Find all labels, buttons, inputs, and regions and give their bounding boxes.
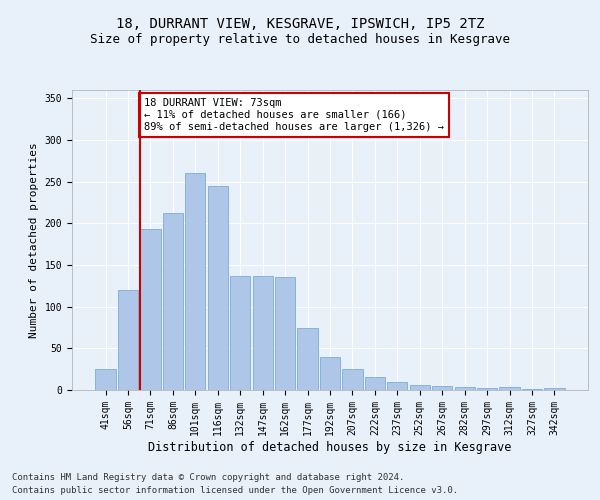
- Bar: [95, 369, 116, 390]
- Bar: [410, 385, 430, 390]
- Bar: [140, 229, 161, 390]
- Text: Contains public sector information licensed under the Open Government Licence v3: Contains public sector information licen…: [12, 486, 458, 495]
- Bar: [230, 276, 250, 390]
- Bar: [253, 276, 273, 390]
- Text: 18 DURRANT VIEW: 73sqm
← 11% of detached houses are smaller (166)
89% of semi-de: 18 DURRANT VIEW: 73sqm ← 11% of detached…: [144, 98, 444, 132]
- Bar: [185, 174, 205, 390]
- Bar: [477, 388, 497, 390]
- Bar: [275, 276, 295, 390]
- Bar: [499, 386, 520, 390]
- Bar: [522, 389, 542, 390]
- Text: Contains HM Land Registry data © Crown copyright and database right 2024.: Contains HM Land Registry data © Crown c…: [12, 474, 404, 482]
- Bar: [320, 356, 340, 390]
- Bar: [365, 376, 385, 390]
- Bar: [118, 290, 138, 390]
- Y-axis label: Number of detached properties: Number of detached properties: [29, 142, 39, 338]
- Bar: [544, 388, 565, 390]
- Text: 18, DURRANT VIEW, KESGRAVE, IPSWICH, IP5 2TZ: 18, DURRANT VIEW, KESGRAVE, IPSWICH, IP5…: [116, 18, 484, 32]
- Bar: [343, 369, 362, 390]
- Bar: [298, 328, 317, 390]
- Bar: [455, 386, 475, 390]
- Text: Size of property relative to detached houses in Kesgrave: Size of property relative to detached ho…: [90, 32, 510, 46]
- Bar: [208, 186, 228, 390]
- X-axis label: Distribution of detached houses by size in Kesgrave: Distribution of detached houses by size …: [148, 440, 512, 454]
- Bar: [387, 382, 407, 390]
- Bar: [432, 386, 452, 390]
- Bar: [163, 212, 183, 390]
